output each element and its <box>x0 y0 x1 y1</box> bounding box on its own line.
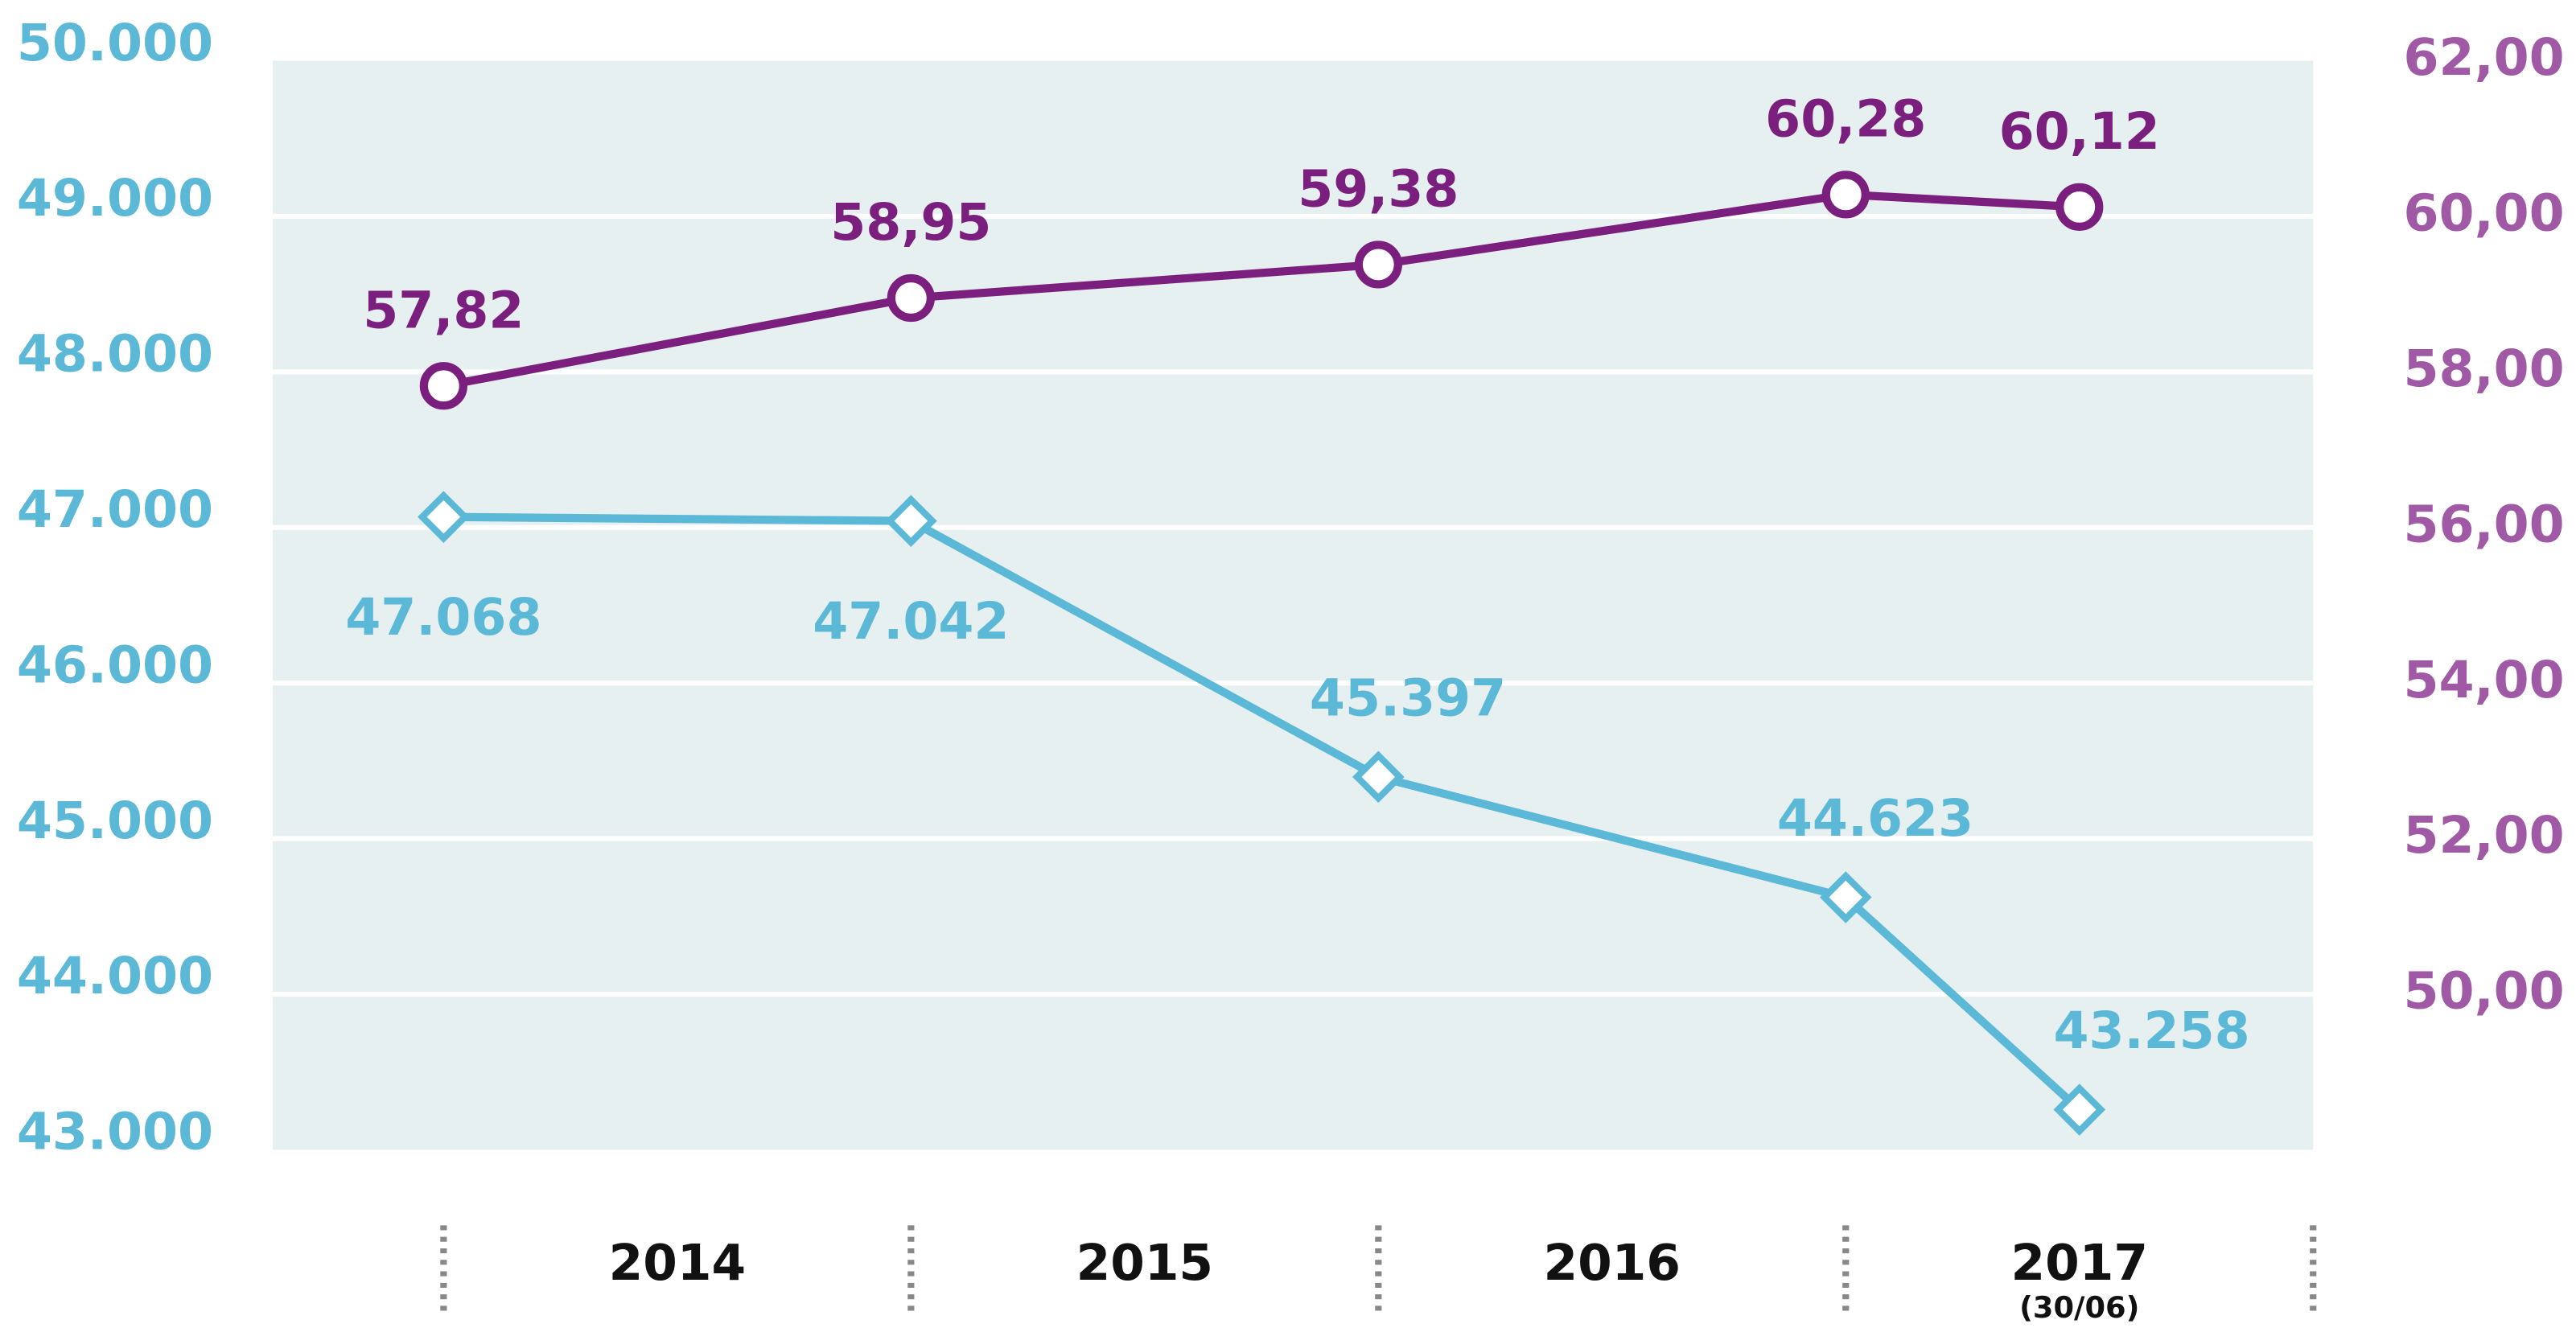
y2-tick-label: 54,00 <box>2404 650 2565 709</box>
point-marker <box>418 491 470 543</box>
value-label: 43.258 <box>2053 1001 2249 1060</box>
point-marker <box>2053 1083 2106 1136</box>
point-marker <box>2055 183 2104 231</box>
x-tick-label: 2017 <box>2011 1235 2148 1292</box>
x-tick-label: 2016 <box>1544 1235 1681 1292</box>
x-tick-label: 2014 <box>609 1235 746 1292</box>
y-tick-label: 46.000 <box>17 635 213 694</box>
point-marker <box>1819 871 1872 923</box>
point-marker <box>419 362 467 410</box>
point-marker <box>887 273 935 323</box>
y2-tick-label: 60,00 <box>2404 183 2565 243</box>
y-tick-label: 47.000 <box>17 479 213 539</box>
y-tick-label: 49.000 <box>17 168 213 228</box>
value-label: 60,12 <box>1999 101 2160 161</box>
value-label: 59,38 <box>1298 159 1459 219</box>
y-tick-label: 44.000 <box>17 946 213 1005</box>
y2-tick-label: 50,00 <box>2404 961 2565 1021</box>
y-tick-label: 48.000 <box>17 324 213 384</box>
value-label: 44.623 <box>1777 788 1973 848</box>
y2-tick-label: 58,00 <box>2404 339 2565 398</box>
value-label: 60,28 <box>1765 89 1926 149</box>
value-label: 45.397 <box>1310 668 1506 727</box>
x-tick-note: (30/06) <box>2019 1290 2139 1325</box>
y-tick-label: 45.000 <box>17 791 213 850</box>
value-label: 57,82 <box>363 281 524 340</box>
y2-tick-label: 52,00 <box>2404 805 2565 865</box>
x-tick-label: 2015 <box>1076 1235 1213 1292</box>
point-marker <box>1821 171 1870 219</box>
y2-tick-label: 56,00 <box>2404 494 2565 553</box>
value-label: 47.068 <box>345 587 541 647</box>
plot-area <box>273 60 2314 1150</box>
y-tick-label: 50.000 <box>17 13 213 72</box>
y2-tick-label: 62,00 <box>2404 27 2565 87</box>
y-tick-label: 43.000 <box>17 1102 213 1161</box>
value-label: 47.042 <box>813 591 1009 651</box>
value-label: 58,95 <box>830 192 991 252</box>
point-marker <box>885 495 937 547</box>
point-marker <box>1354 241 1402 289</box>
point-marker <box>1352 750 1405 804</box>
